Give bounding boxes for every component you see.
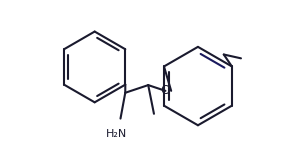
Text: H₂N: H₂N bbox=[106, 129, 127, 139]
Text: O: O bbox=[160, 84, 170, 97]
